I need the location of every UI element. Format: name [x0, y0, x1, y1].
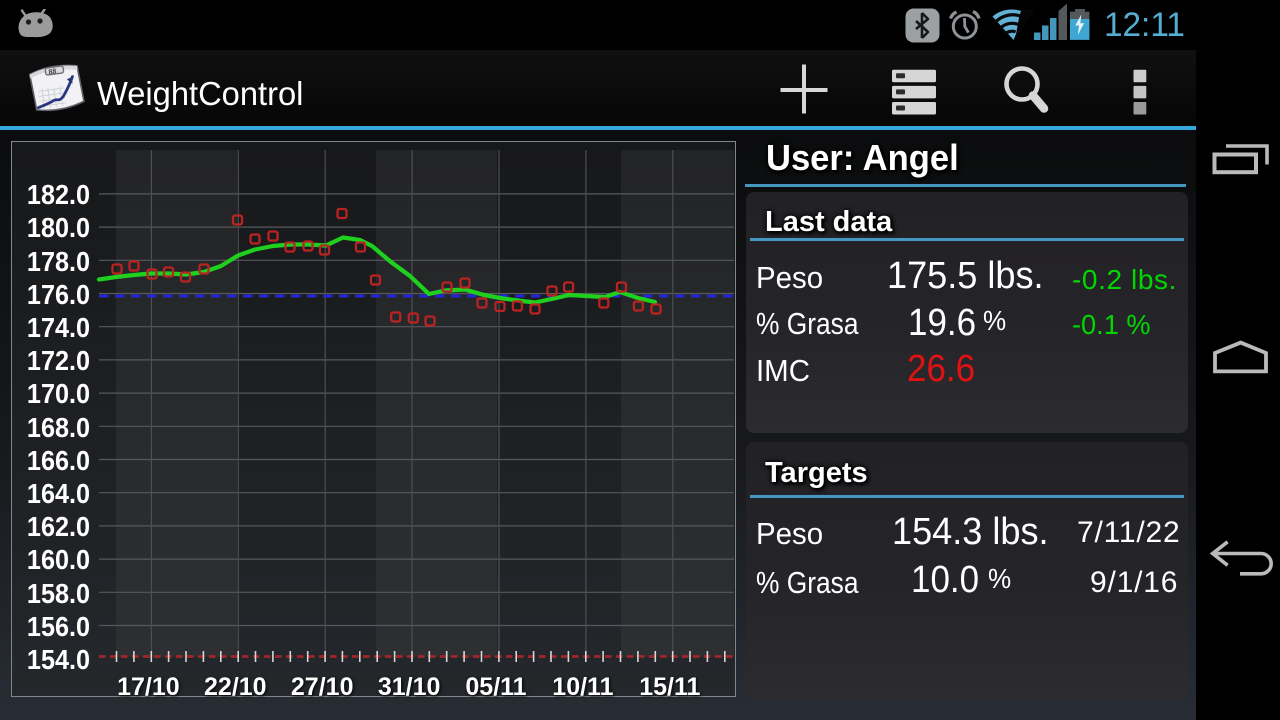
- svg-text:88: 88: [48, 68, 57, 76]
